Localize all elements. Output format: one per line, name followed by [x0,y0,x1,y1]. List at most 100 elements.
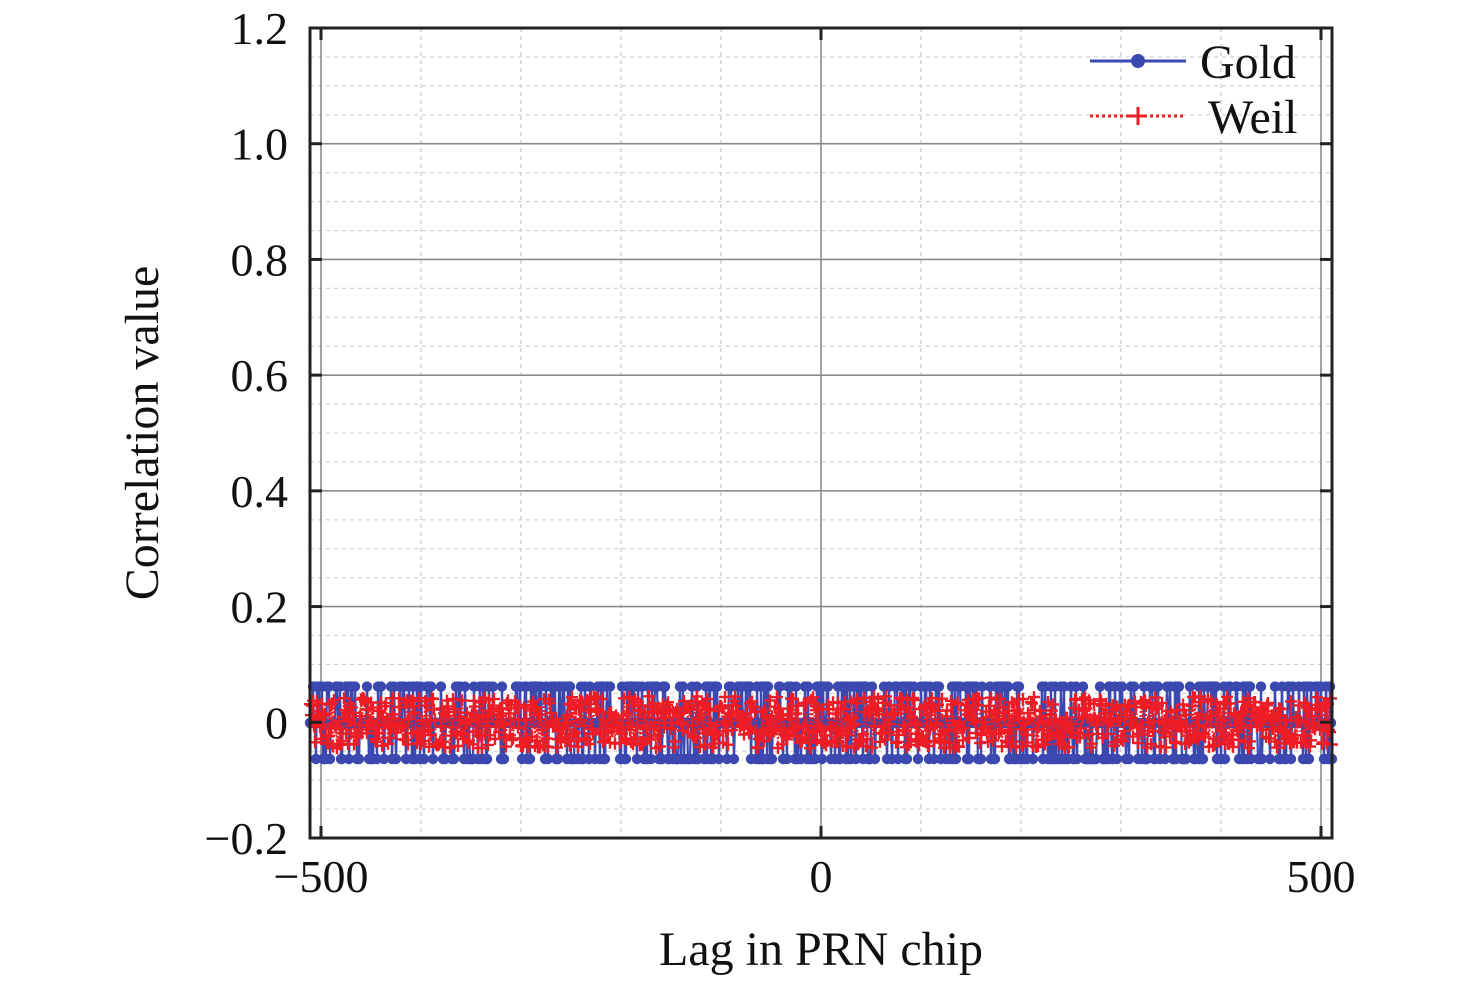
weil-point [623,690,635,703]
gold-point [353,753,365,765]
weil-point [1134,721,1146,734]
weil-point [403,713,415,725]
weil-point [849,718,861,731]
weil-point [669,735,681,748]
weil-point [644,733,656,746]
gold-point [766,753,778,765]
weil-point [497,716,509,729]
weil-point [968,714,980,727]
weil-point [540,717,552,730]
gold-point [1152,681,1164,692]
weil-point [800,719,812,732]
weil-point [488,693,500,706]
weil-point [1275,703,1287,715]
weil-point [1183,736,1195,749]
weil-point [354,710,366,723]
weil-point [1221,690,1233,703]
y-tick-label: 1.0 [231,119,289,170]
gold-point [1184,681,1196,692]
weil-point [782,702,794,715]
weil-point [704,702,716,715]
weil-point [932,698,944,711]
weil-point [1306,710,1318,723]
weil-point [447,693,459,706]
weil-point [384,731,396,744]
weil-point [985,691,997,704]
weil-point [1100,697,1112,710]
gold-point [691,681,703,692]
gold-point [524,753,536,765]
y-tick-label: 1.2 [231,3,289,54]
weil-point [979,716,991,729]
gold-point [790,681,802,692]
gold-point [343,753,355,765]
weil-point [622,717,634,730]
weil-point [690,732,702,745]
weil-point [1250,707,1262,720]
weil-point [1063,741,1075,754]
weil-point [899,725,911,738]
weil-point [726,724,738,737]
gold-point [427,753,439,765]
weil-point [1215,724,1227,737]
gold-point [1123,753,1135,765]
y-tick-label: 0.8 [231,234,289,285]
weil-point [364,714,376,727]
gold-point [802,681,814,692]
weil-point [1047,698,1059,711]
weil-point [936,692,948,705]
weil-point [435,720,447,733]
gold-point [604,681,616,692]
legend-gold-label: Gold [1200,36,1296,89]
gold-point [774,681,786,692]
gold-point [912,753,924,765]
gold-point [390,753,402,765]
gold-point [496,681,508,692]
gold-point [975,753,987,765]
weil-point [421,699,433,712]
weil-point [701,693,713,706]
weil-point [1101,728,1113,741]
gold-point [620,753,632,765]
weil-point [895,703,907,716]
weil-point [412,727,424,740]
weil-point [994,693,1006,705]
y-tick-label: 0.6 [231,350,289,401]
weil-point [1028,691,1040,703]
gold-point [1159,753,1171,765]
weil-point [572,740,584,753]
weil-point [444,741,456,754]
weil-point [1017,693,1029,705]
weil-point [1271,741,1283,754]
weil-markers [304,690,1338,755]
weil-point [823,703,835,716]
weil-point [427,692,439,705]
gold-point [599,753,611,765]
gold-point [989,753,1001,765]
weil-point [578,719,590,732]
weil-point [884,718,896,731]
gold-point [713,753,725,765]
weil-point [716,701,728,714]
weil-point [652,729,664,742]
weil-point [952,696,964,709]
gold-point [542,753,554,765]
gold-point [1264,753,1276,765]
weil-point [963,732,975,744]
weil-point [712,729,724,741]
weil-point [587,728,599,741]
x-axis-title: Lag in PRN chip [659,923,983,976]
tick-marks [310,26,1332,840]
weil-point [530,701,542,714]
weil-point [1305,734,1317,747]
weil-point [508,713,520,726]
weil-point [866,741,878,754]
weil-point [1224,697,1236,710]
gold-point [816,753,828,765]
weil-point [630,733,642,746]
weil-point [482,738,494,751]
weil-point [347,706,359,719]
weil-point [593,705,605,718]
gold-point [1219,753,1231,765]
weil-point [908,694,920,707]
